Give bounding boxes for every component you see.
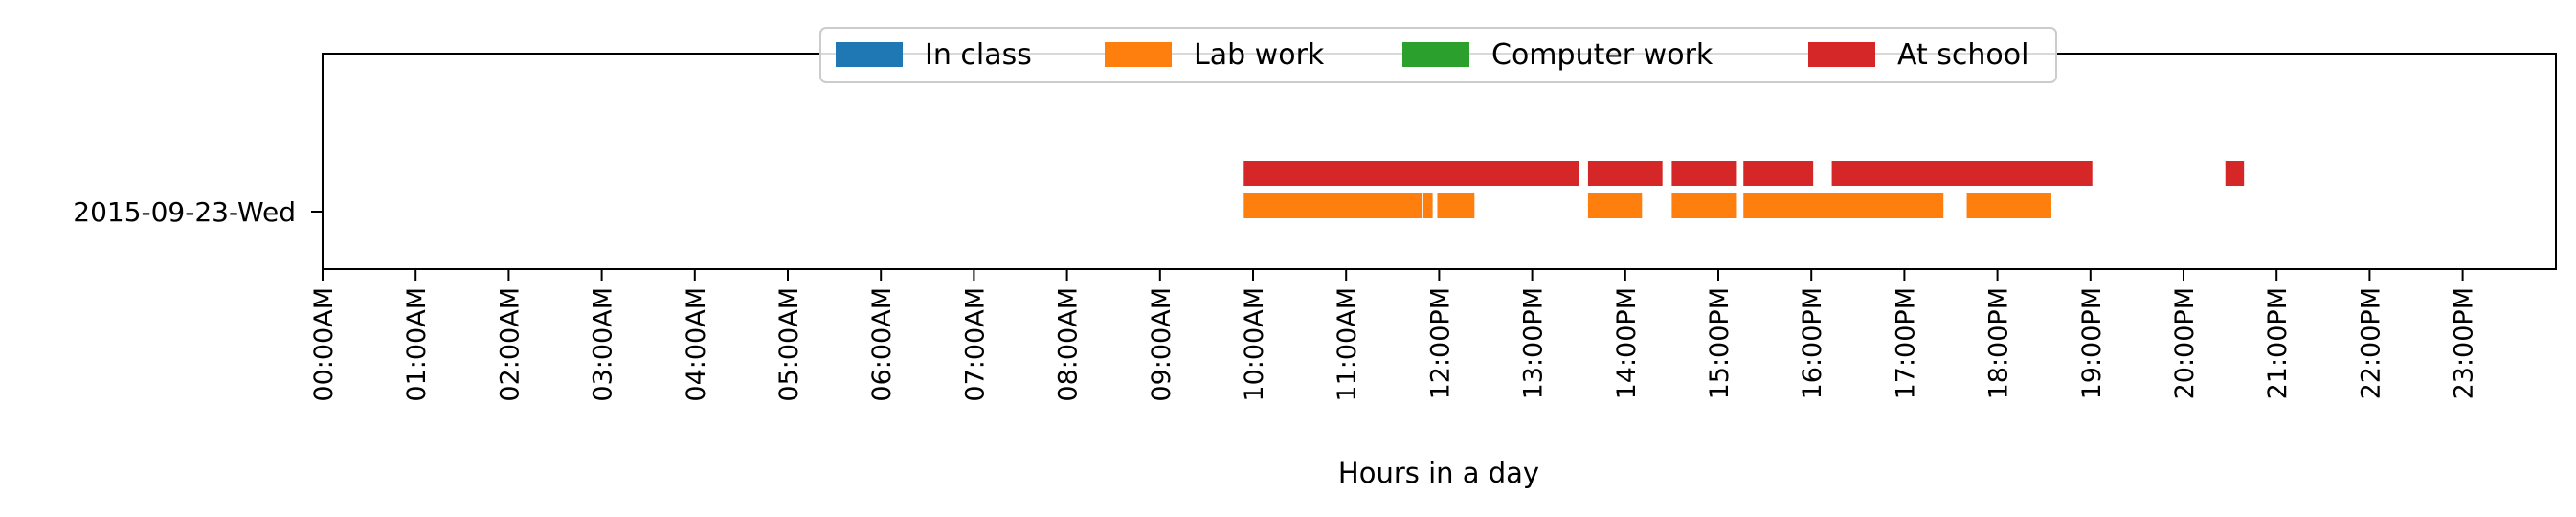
legend-label-at-school: At school [1897, 38, 2028, 72]
legend-swatch-computer-work [1402, 42, 1469, 67]
x-tick-label: 07:00AM [960, 287, 990, 402]
x-tick-label: 15:00PM [1705, 287, 1735, 399]
bar-lab-work-3 [1437, 193, 1475, 218]
x-tick-label: 04:00AM [682, 287, 711, 402]
x-tick-label: 05:00AM [774, 287, 804, 402]
x-tick-label: 18:00PM [1984, 287, 2014, 399]
legend-swatch-in-class [836, 42, 903, 67]
x-tick-label: 19:00PM [2077, 287, 2107, 399]
legend-label-lab-work: Lab work [1194, 38, 1325, 72]
y-tick-label: 2015-09-23-Wed [73, 196, 296, 228]
bar-lab-work-6 [1743, 193, 1944, 218]
bar-at-school-2 [1587, 161, 1663, 186]
x-tick-label: 17:00PM [1891, 287, 1920, 399]
bar-lab-work-7 [1966, 193, 2051, 218]
x-tick-label: 22:00PM [2356, 287, 2386, 399]
x-tick-label: 06:00AM [867, 287, 897, 402]
x-tick-label: 01:00AM [402, 287, 432, 402]
bar-at-school-4 [1743, 161, 1814, 186]
x-tick-label: 00:00AM [309, 287, 339, 402]
x-tick-label: 02:00AM [495, 287, 525, 402]
x-axis-ticks: 00:00AM 01:00AM 02:00AM 03:00AM 04:00AM 05:00… [309, 269, 2479, 402]
bar-at-school-6 [2225, 161, 2245, 186]
x-tick-label: 13:00PM [1519, 287, 1549, 399]
legend: In class Lab work Computer work At school [819, 27, 2057, 83]
x-tick-label: 12:00PM [1425, 287, 1455, 399]
x-tick-label: 16:00PM [1798, 287, 1827, 399]
x-tick-label: 10:00AM [1240, 287, 1269, 402]
legend-label-in-class: In class [925, 38, 1032, 72]
x-axis-label: Hours in a day [1338, 457, 1539, 489]
bar-at-school-1 [1243, 161, 1579, 186]
x-tick-label: 23:00PM [2450, 287, 2479, 399]
x-tick-label: 20:00PM [2170, 287, 2200, 399]
y-axis-ticks: 2015-09-23-Wed [73, 196, 323, 228]
x-tick-label: 09:00AM [1147, 287, 1176, 402]
x-tick-label: 08:00AM [1054, 287, 1084, 402]
legend-label-computer-work: Computer work [1491, 38, 1714, 72]
bar-lab-work-4 [1587, 193, 1643, 218]
x-tick-label: 03:00AM [589, 287, 618, 402]
legend-swatch-at-school [1808, 42, 1875, 67]
bar-lab-work-2 [1422, 193, 1433, 218]
bar-lab-work-5 [1671, 193, 1737, 218]
bar-at-school-3 [1671, 161, 1737, 186]
x-tick-label: 21:00PM [2263, 287, 2293, 399]
x-tick-label: 14:00PM [1612, 287, 1642, 399]
bar-lab-work-1 [1243, 193, 1422, 218]
bar-at-school-5 [1831, 161, 2093, 186]
legend-swatch-lab-work [1105, 42, 1172, 67]
activity-bars [1243, 161, 2245, 218]
x-tick-label: 11:00AM [1333, 287, 1362, 402]
